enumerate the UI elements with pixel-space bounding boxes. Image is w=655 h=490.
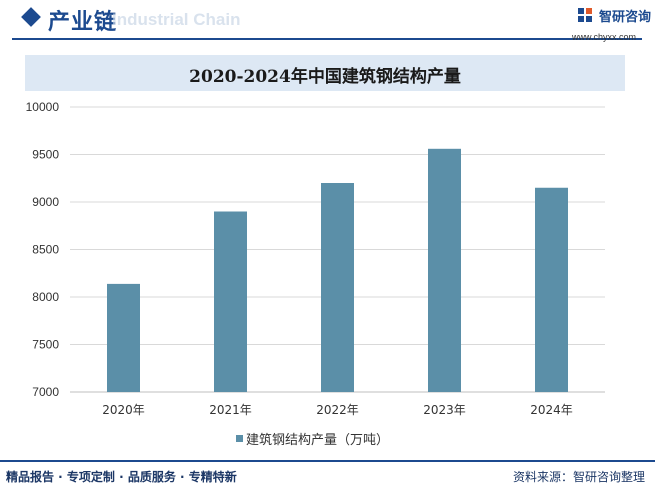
section-subtitle-watermark: Industrial Chain — [112, 10, 241, 29]
x-tick-label: 2022年 — [316, 403, 359, 417]
chart-title-band: 2020-2024年中国建筑钢结构产量 — [25, 55, 625, 91]
y-tick-label: 10000 — [26, 100, 60, 114]
chart-legend: 建筑钢结构产量（万吨） — [236, 428, 389, 448]
y-tick-label: 9000 — [32, 195, 59, 209]
footer-source: 资料来源：智研咨询整理 — [512, 470, 645, 484]
logo-icon — [578, 8, 592, 22]
x-tick-label: 2020年 — [102, 403, 145, 417]
y-tick-label: 7000 — [32, 385, 59, 399]
y-tick-label: 7500 — [32, 338, 59, 352]
header-divider — [12, 38, 642, 40]
y-tick-label: 8000 — [32, 290, 59, 304]
x-tick-label: 2024年 — [530, 403, 573, 417]
bar — [428, 148, 461, 392]
bar — [214, 211, 247, 392]
logo-name: 智研咨询 — [599, 10, 652, 25]
bar — [321, 183, 354, 392]
y-tick-label: 9500 — [32, 148, 59, 162]
bar — [107, 283, 140, 392]
x-tick-label: 2021年 — [209, 403, 252, 417]
footer-divider — [0, 460, 655, 462]
page-footer: 精品报告 · 专项定制 · 品质服务 · 专精特新 资料来源：智研咨询整理 — [0, 460, 655, 490]
section-title: 产业链 — [48, 10, 118, 35]
legend-label: 建筑钢结构产量（万吨） — [246, 433, 390, 448]
chart-title: 2020-2024年中国建筑钢结构产量 — [189, 67, 461, 87]
bar — [535, 187, 568, 392]
footer-slogan: 精品报告 · 专项定制 · 品质服务 · 专精特新 — [6, 470, 237, 484]
y-tick-label: 8500 — [32, 243, 59, 257]
legend-swatch — [236, 435, 243, 442]
logo-url: www.chyxx.com — [572, 32, 637, 42]
x-tick-label: 2023年 — [423, 403, 466, 417]
page-header: 产业链 Industrial Chain 智研咨询 www.chyxx.com — [0, 0, 655, 42]
